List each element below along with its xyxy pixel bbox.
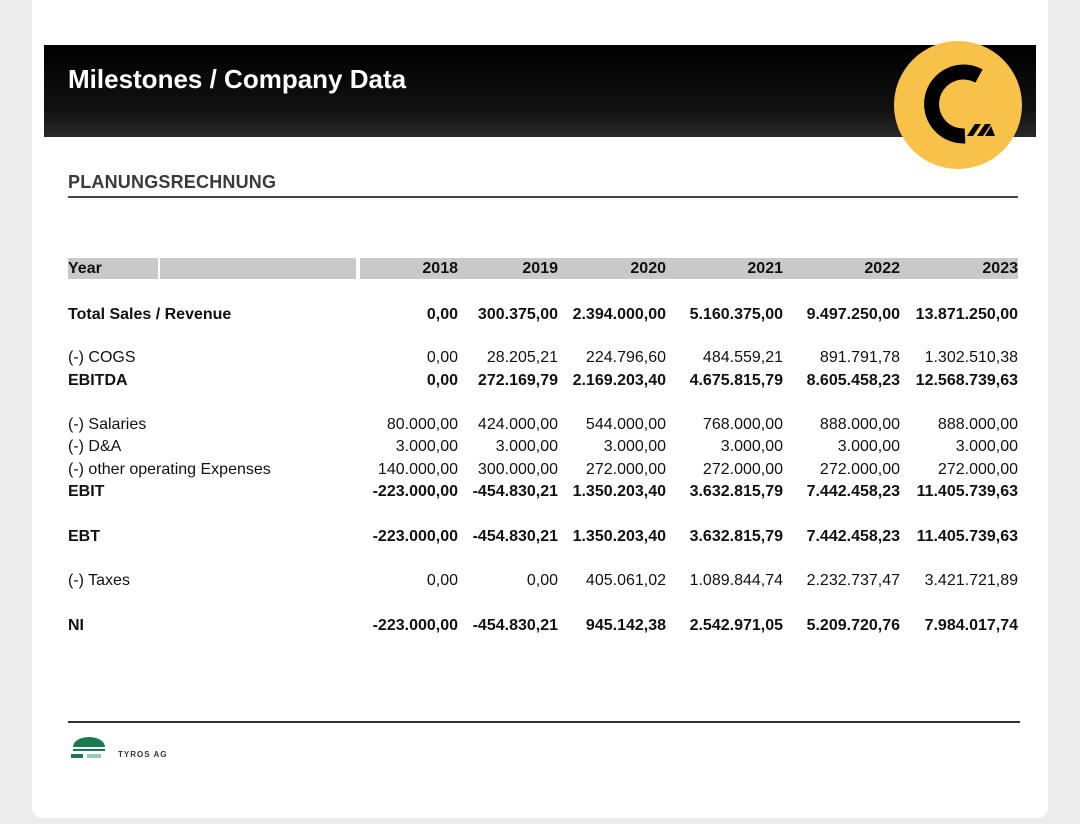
value-cell: -223.000,00 <box>372 528 458 545</box>
row-label: Total Sales / Revenue <box>68 306 232 323</box>
value-cell: 2.542.971,05 <box>689 617 783 634</box>
value-cell: 891.791,78 <box>819 349 900 366</box>
year-cell: 2018 <box>422 260 458 277</box>
value-cell: 8.605.458,23 <box>806 372 900 389</box>
year-cell: 2022 <box>864 260 900 277</box>
value-cell: 544.000,00 <box>585 416 666 433</box>
tyros-logo-icon <box>71 737 105 758</box>
value-cell: 272.000,00 <box>702 461 783 478</box>
value-cell: 1.350.203,40 <box>572 483 666 500</box>
value-cell: 3.000,00 <box>837 438 900 455</box>
value-cell: 272.000,00 <box>937 461 1018 478</box>
value-cell: 3.000,00 <box>955 438 1018 455</box>
row-label: EBIT <box>68 483 105 500</box>
row-label: (-) Taxes <box>68 572 130 589</box>
value-cell: -454.830,21 <box>472 483 558 500</box>
value-cell: 11.405.739,63 <box>916 483 1018 500</box>
value-cell: 3.421.721,89 <box>924 572 1018 589</box>
row-label: EBT <box>68 528 100 545</box>
year-cell: 2019 <box>522 260 558 277</box>
value-cell: 405.061,02 <box>585 572 666 589</box>
value-cell: 424.000,00 <box>477 416 558 433</box>
value-cell: 2.169.203,40 <box>572 372 666 389</box>
value-cell: 0,00 <box>426 372 458 389</box>
value-cell: 7.442.458,23 <box>806 483 900 500</box>
value-cell: 3.632.815,79 <box>689 483 783 500</box>
table-row: (-) COGS 0,00 28.205,21 224.796,60 484.559,2… <box>0 349 1080 371</box>
value-cell: 5.209.720,76 <box>806 617 900 634</box>
year-cell: 2020 <box>630 260 666 277</box>
year-cell: 2021 <box>747 260 783 277</box>
value-cell: 140.000,00 <box>377 461 458 478</box>
value-cell: 3.000,00 <box>495 438 558 455</box>
value-cell: 2.232.737,47 <box>806 572 900 589</box>
value-cell: 888.000,00 <box>937 416 1018 433</box>
table-row: (-) Taxes 0,00 0,00 405.061,02 1.089.844,74 2… <box>0 572 1080 594</box>
value-cell: -454.830,21 <box>472 528 558 545</box>
value-cell: -223.000,00 <box>372 617 458 634</box>
value-cell: 0,00 <box>426 306 458 323</box>
value-cell: 3.000,00 <box>395 438 458 455</box>
row-label: NI <box>68 617 84 634</box>
row-label: (-) other operating Expenses <box>68 461 271 478</box>
value-cell: 3.000,00 <box>720 438 783 455</box>
year-header-bar <box>360 258 1018 279</box>
value-cell: 7.442.458,23 <box>806 528 900 545</box>
row-label: (-) Salaries <box>68 416 147 433</box>
value-cell: 2.394.000,00 <box>572 306 666 323</box>
value-cell: 80.000,00 <box>386 416 458 433</box>
year-header-bar <box>68 258 158 279</box>
value-cell: 888.000,00 <box>819 416 900 433</box>
year-cell: 2023 <box>982 260 1018 277</box>
table-row: EBITDA 0,00 272.169,79 2.169.203,40 4.675.81… <box>0 372 1080 394</box>
value-cell: -454.830,21 <box>472 617 558 634</box>
value-cell: 300.375,00 <box>477 306 558 323</box>
value-cell: 0,00 <box>426 572 458 589</box>
value-cell: 0,00 <box>526 572 558 589</box>
year-header-row: Year 2018 2019 2020 2021 2022 2023 <box>0 260 1080 282</box>
value-cell: 9.497.250,00 <box>806 306 900 323</box>
value-cell: 12.568.739,63 <box>915 372 1018 389</box>
value-cell: 1.302.510,38 <box>924 349 1018 366</box>
value-cell: 300.000,00 <box>477 461 558 478</box>
row-label: (-) D&A <box>68 438 122 455</box>
value-cell: 3.000,00 <box>603 438 666 455</box>
value-cell: 13.871.250,00 <box>915 306 1018 323</box>
value-cell: 3.632.815,79 <box>689 528 783 545</box>
table-row: NI -223.000,00 -454.830,21 945.142,38 2.542.… <box>0 617 1080 639</box>
table-row: EBIT -223.000,00 -454.830,21 1.350.203,40 3.… <box>0 483 1080 505</box>
table-row: (-) D&A 3.000,00 3.000,00 3.000,00 3.000,00 3… <box>0 438 1080 460</box>
value-cell: 768.000,00 <box>702 416 783 433</box>
value-cell: 272.169,79 <box>477 372 558 389</box>
value-cell: 1.350.203,40 <box>572 528 666 545</box>
footer-company: TYROS AG <box>118 750 168 759</box>
table-row: (-) Salaries 80.000,00 424.000,00 544.000,0… <box>0 416 1080 438</box>
table-row: (-) other operating Expenses 140.000,00 30… <box>0 461 1080 483</box>
footer-divider <box>68 721 1020 723</box>
value-cell: 945.142,38 <box>585 617 666 634</box>
value-cell: 272.000,00 <box>585 461 666 478</box>
table-row: Total Sales / Revenue 0,00 300.375,00 2.394… <box>0 306 1080 328</box>
value-cell: -223.000,00 <box>372 483 458 500</box>
section-divider <box>68 196 1018 198</box>
company-logo-icon <box>894 41 1022 169</box>
value-cell: 1.089.844,74 <box>689 572 783 589</box>
value-cell: 5.160.375,00 <box>689 306 783 323</box>
value-cell: 11.405.739,63 <box>916 528 1018 545</box>
page-title: Milestones / Company Data <box>68 64 407 94</box>
year-label: Year <box>68 260 102 277</box>
row-label: (-) COGS <box>68 349 136 366</box>
value-cell: 7.984.017,74 <box>924 617 1018 634</box>
table-row: EBT -223.000,00 -454.830,21 1.350.203,40 3.6… <box>0 528 1080 550</box>
value-cell: 224.796,60 <box>585 349 666 366</box>
value-cell: 4.675.815,79 <box>689 372 783 389</box>
header-band <box>44 45 1036 137</box>
section-title: PLANUNGSRECHNUNG <box>68 172 277 192</box>
value-cell: 484.559,21 <box>702 349 783 366</box>
value-cell: 272.000,00 <box>819 461 900 478</box>
value-cell: 28.205,21 <box>486 349 558 366</box>
year-header-bar <box>160 258 356 279</box>
row-label: EBITDA <box>68 372 128 389</box>
value-cell: 0,00 <box>426 349 458 366</box>
